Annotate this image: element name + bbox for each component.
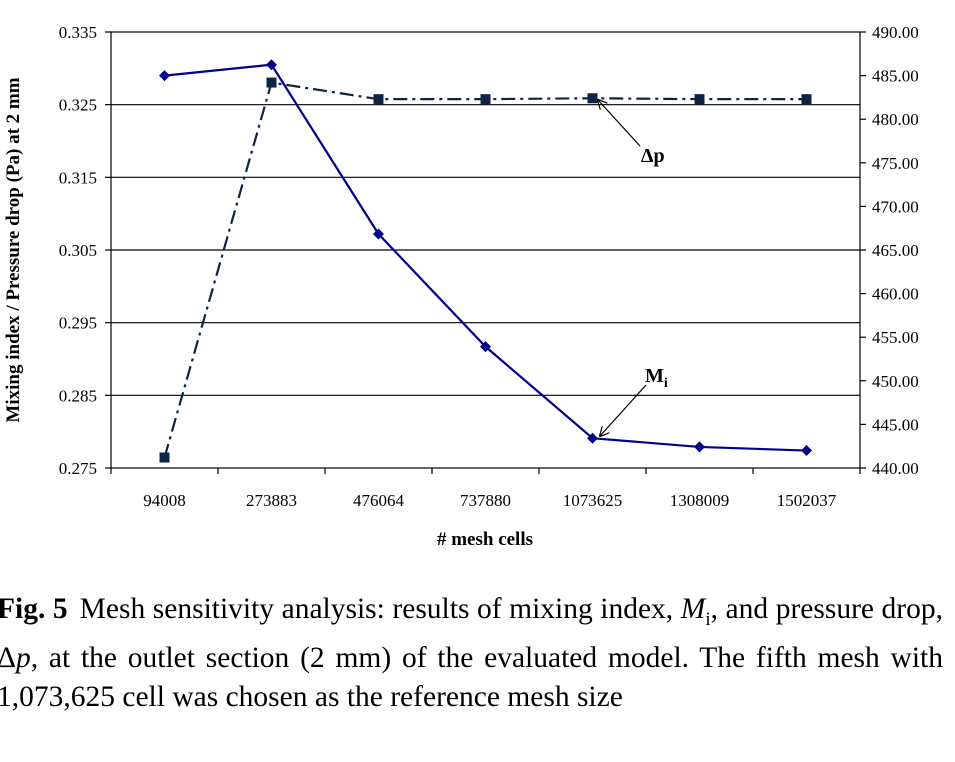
right-tick-label: 465.00 xyxy=(872,241,919,260)
dp-data-point xyxy=(373,94,384,105)
x-axis-label: # mesh cells xyxy=(437,529,533,550)
right-tick-label: 490.00 xyxy=(872,23,919,42)
dp-data-point xyxy=(694,94,705,105)
left-tick-label: 0.275 xyxy=(59,459,97,478)
mi-data-point xyxy=(159,70,170,82)
right-tick-label: 450.00 xyxy=(872,372,919,391)
dp-data-point xyxy=(480,94,491,105)
right-axis-ticks: 490.00 485.00 480.00 475.00 470.00 465.00 460.… xyxy=(860,23,919,478)
right-tick-label: 480.00 xyxy=(872,110,919,129)
mi-data-point xyxy=(587,432,598,444)
left-tick-label: 0.335 xyxy=(59,23,97,42)
mi-data-point xyxy=(266,59,277,71)
mi-data-point xyxy=(480,341,491,353)
mi-data-point xyxy=(801,445,812,457)
x-tick-label: 476064 xyxy=(353,491,405,510)
annotation-mi: Mi xyxy=(600,365,668,436)
right-tick-label: 470.00 xyxy=(872,197,919,216)
right-tick-label: 475.00 xyxy=(872,154,919,173)
right-tick-label: 485.00 xyxy=(872,67,919,86)
caption-mi-symbol: M xyxy=(680,593,706,625)
x-tick-label: 1308009 xyxy=(670,491,730,510)
caption-fig-label: Fig. 5 xyxy=(0,593,68,625)
gridlines xyxy=(111,104,860,396)
left-tick-label: 0.295 xyxy=(59,314,97,333)
left-tick-label: 0.315 xyxy=(59,168,97,187)
dp-data-point xyxy=(801,94,812,105)
annotation-dp-arrow xyxy=(598,100,641,147)
series-layer xyxy=(159,59,812,463)
figure-caption: Fig. 5 Mesh sensitivity analysis: results… xyxy=(0,590,943,717)
series-line-dp xyxy=(163,81,807,458)
caption-text-3: , at the outlet section (2 mm) of the ev… xyxy=(0,641,943,713)
left-axis-ticks: 0.335 0.325 0.315 0.305 0.295 0.285 0.275 xyxy=(59,23,111,478)
left-tick-label: 0.325 xyxy=(59,96,97,115)
right-tick-label: 440.00 xyxy=(872,459,919,478)
caption-mi-sub: i xyxy=(705,608,711,630)
annotation-mi-sub: i xyxy=(664,376,668,391)
x-tick-label: 1502037 xyxy=(777,491,837,510)
left-tick-label: 0.285 xyxy=(59,386,97,405)
mi-data-point xyxy=(373,228,384,240)
mesh-sensitivity-chart: 0.335 0.325 0.315 0.305 0.295 0.285 0.275 490.… xyxy=(3,23,919,550)
x-tick-label: 1073625 xyxy=(563,491,623,510)
x-tick-label: 737880 xyxy=(460,491,511,510)
right-tick-label: 445.00 xyxy=(872,415,919,434)
left-tick-label: 0.305 xyxy=(59,241,97,260)
annotation-mi-arrow xyxy=(600,384,647,436)
x-tick-label: 273883 xyxy=(246,491,297,510)
series-line-mi xyxy=(164,63,807,452)
dp-data-point xyxy=(159,452,170,463)
right-tick-label: 455.00 xyxy=(872,328,919,347)
y-axis-label: Mixing index / Pressure drop (Pa) at 2 m… xyxy=(3,77,24,422)
annotation-dp: Δp xyxy=(598,100,665,167)
caption-text-1: Mesh sensitivity analysis: results of mi… xyxy=(79,593,681,625)
x-tick-label: 94008 xyxy=(143,491,186,510)
caption-p-symbol: p xyxy=(15,641,31,674)
right-tick-label: 460.00 xyxy=(872,285,919,304)
caption-text-2: , and pressure drop, Δ xyxy=(0,593,944,674)
x-axis-ticks: 94008 273883 476064 737880 1073625 1308009 150… xyxy=(110,468,861,510)
dp-data-point xyxy=(266,77,277,88)
annotation-dp-delta: Δ xyxy=(641,145,654,167)
annotation-mi-m: M xyxy=(645,365,664,387)
annotation-mi-label: Mi xyxy=(645,365,668,391)
dp-data-point xyxy=(587,93,598,104)
annotation-dp-label: Δp xyxy=(641,145,665,167)
annotation-dp-p: p xyxy=(654,145,665,167)
mi-data-point xyxy=(694,441,705,453)
